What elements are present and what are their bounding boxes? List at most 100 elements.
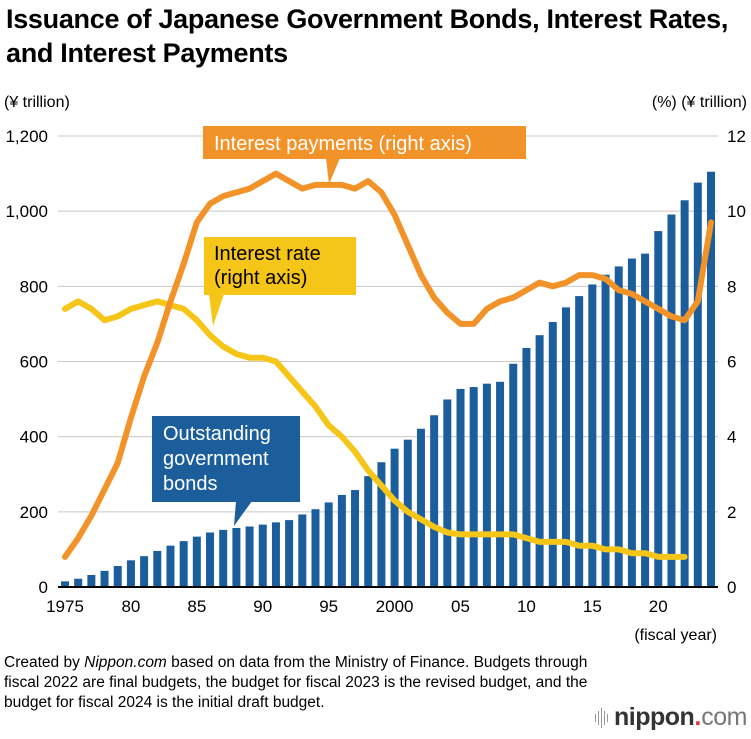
bond-bar xyxy=(113,565,122,587)
bonds-callout-label-2: government xyxy=(163,448,269,470)
rate-callout-label-2: (right axis) xyxy=(214,267,307,289)
rate-callout: Interest rate (right axis) xyxy=(204,237,356,326)
x-tick-label: 95 xyxy=(319,597,338,616)
right-tick-label: 0 xyxy=(727,578,736,597)
bond-bar xyxy=(456,388,465,587)
bond-bar xyxy=(153,550,162,587)
bond-bar xyxy=(601,274,610,587)
x-tick-label: 05 xyxy=(451,597,470,616)
bond-bar xyxy=(522,347,531,587)
bonds-callout-label-3: bonds xyxy=(163,473,218,495)
x-tick-label: 15 xyxy=(583,597,602,616)
interest-payments-line xyxy=(62,170,714,560)
left-tick-label: 1,000 xyxy=(5,202,48,221)
x-tick-label: 80 xyxy=(121,597,140,616)
left-tick-label: 400 xyxy=(20,428,48,447)
bond-bar xyxy=(680,200,689,587)
bond-bar xyxy=(298,514,307,587)
rate-callout-label-1: Interest rate xyxy=(214,243,321,265)
bond-bar xyxy=(285,520,294,587)
right-axis-ticks: 0 2 4 6 8 10 12 xyxy=(727,127,746,597)
bond-bar xyxy=(100,570,109,587)
x-axis-label: (fiscal year) xyxy=(634,627,717,644)
bond-bar xyxy=(430,415,439,587)
bond-bar xyxy=(390,448,399,587)
bond-bar xyxy=(693,182,702,587)
bond-bar xyxy=(351,490,360,587)
bond-bar xyxy=(561,307,570,587)
bond-bar xyxy=(575,296,584,587)
right-tick-label: 4 xyxy=(727,428,736,447)
bond-bar xyxy=(654,231,663,588)
bond-bar xyxy=(140,556,149,587)
right-tick-label: 8 xyxy=(727,277,736,296)
bond-bar xyxy=(61,581,69,587)
bond-bar xyxy=(324,502,333,587)
bond-bar xyxy=(166,545,175,587)
bond-bar xyxy=(707,171,715,587)
bond-bar xyxy=(614,266,623,587)
bond-bar xyxy=(311,509,320,587)
footnote-text: based on data from the Ministry of Finan… xyxy=(4,654,588,711)
bond-bar xyxy=(74,578,83,587)
bond-bar xyxy=(469,387,478,587)
bonds-callout: Outstanding government bonds xyxy=(152,416,300,526)
logo-dot: . xyxy=(694,703,702,731)
x-tick-label: 90 xyxy=(253,597,272,616)
bond-bar xyxy=(258,524,267,587)
nippon-logo: nippon.com xyxy=(595,703,747,732)
left-axis-ticks: 0 200 400 600 800 1,000 1,200 xyxy=(5,127,48,597)
bond-bar xyxy=(667,214,676,587)
footnote-prefix: Created by xyxy=(4,654,85,671)
bond-bar xyxy=(232,527,241,587)
bonds-callout-label-1: Outstanding xyxy=(163,423,271,445)
logo-tld: com xyxy=(701,703,747,731)
bond-bar xyxy=(509,363,518,587)
left-tick-label: 1,200 xyxy=(5,127,48,146)
bond-bars xyxy=(61,171,715,588)
left-axis-unit: (¥ trillion) xyxy=(4,94,70,111)
chart-title: Issuance of Japanese Government Bonds, I… xyxy=(6,4,729,68)
bond-bar xyxy=(588,284,597,587)
left-tick-label: 800 xyxy=(20,277,48,296)
bond-bar xyxy=(443,399,452,587)
bond-bar xyxy=(219,529,228,587)
footnote: Created by Nippon.com based on data from… xyxy=(4,653,594,713)
logo-bars-icon xyxy=(595,707,608,729)
right-tick-label: 10 xyxy=(727,202,746,221)
bond-bar xyxy=(496,381,505,587)
left-tick-label: 0 xyxy=(39,578,48,597)
bond-bar xyxy=(364,476,373,587)
x-tick-label: 10 xyxy=(517,597,536,616)
bond-bar xyxy=(627,258,636,587)
x-axis-ticks: 1975 80 85 90 95 2000 05 10 15 20 xyxy=(46,597,668,616)
bond-bar xyxy=(87,574,96,587)
right-tick-label: 6 xyxy=(727,353,736,372)
bond-bar xyxy=(126,560,135,587)
bond-bar xyxy=(377,462,386,587)
bond-bar xyxy=(482,383,491,587)
bond-bar xyxy=(179,541,188,587)
bond-bar xyxy=(192,536,201,587)
right-tick-label: 2 xyxy=(727,503,736,522)
bond-bar xyxy=(548,322,557,587)
x-tick-label: 2000 xyxy=(376,597,414,616)
footnote-source: Nippon.com xyxy=(84,654,167,671)
x-tick-label: 85 xyxy=(187,597,206,616)
payments-callout-label: Interest payments (right axis) xyxy=(214,133,472,155)
left-tick-label: 200 xyxy=(20,503,48,522)
right-axis-unit: (%) (¥ trillion) xyxy=(651,94,747,111)
x-tick-label: 20 xyxy=(649,597,668,616)
chart: 0 200 400 600 800 1,000 1,200 0 2 4 6 8 10 12 1975 80… xyxy=(5,126,746,644)
bond-bar xyxy=(271,522,280,587)
bond-bar xyxy=(535,335,544,587)
left-tick-label: 600 xyxy=(20,353,48,372)
bond-bar xyxy=(337,494,346,587)
bond-bar xyxy=(245,526,254,587)
logo-name: nippon xyxy=(614,703,695,731)
bond-bar xyxy=(416,428,425,587)
x-tick-label: 1975 xyxy=(46,597,84,616)
bond-bar xyxy=(641,253,650,587)
bond-bar xyxy=(206,532,215,587)
right-tick-label: 12 xyxy=(727,127,746,146)
